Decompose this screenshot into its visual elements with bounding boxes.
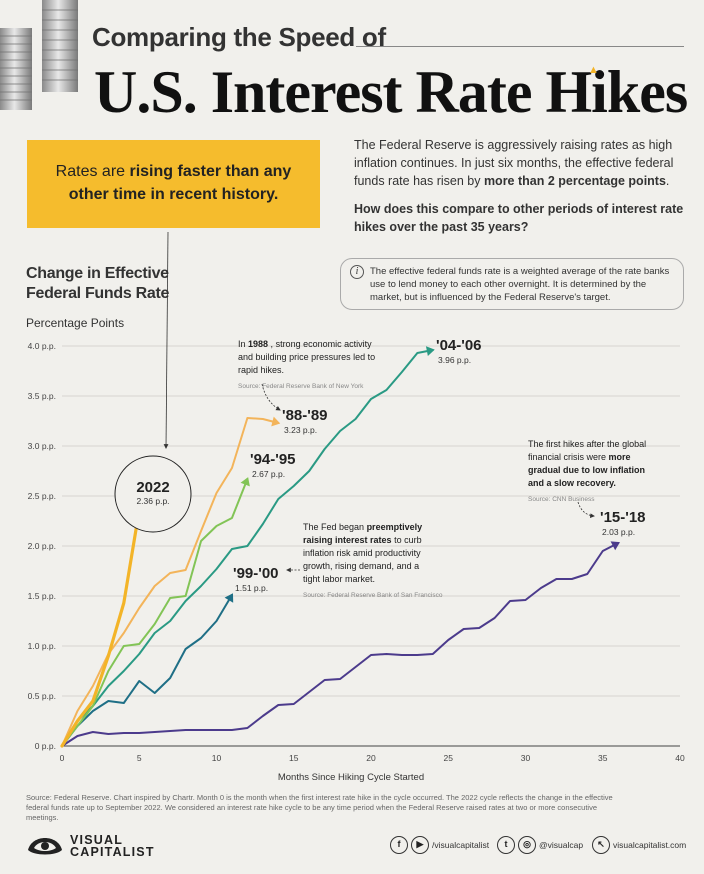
series-value-label: 2.36 p.p. <box>136 496 169 506</box>
subtitle-rule <box>356 46 684 47</box>
y-tick-label: 4.0 p.p. <box>28 341 56 351</box>
cursor-icon[interactable]: ↖ <box>592 836 610 854</box>
intro-text: The Federal Reserve is aggressively rais… <box>354 138 674 188</box>
callout-bold2: other time in recent history. <box>68 186 279 203</box>
y-tick-label: 2.5 p.p. <box>28 491 56 501</box>
series-line <box>61 349 434 747</box>
x-tick-label: 10 <box>212 753 222 763</box>
chart-title-line2: Federal Funds Rate <box>26 285 170 302</box>
grid-lines: 0 p.p. 0.5 p.p. 1.0 p.p. 1.5 p.p. 2.0 p.p. 2.… <box>28 341 680 751</box>
intro-paragraph: The Federal Reserve is aggressively rais… <box>354 136 684 190</box>
annotation-text: The first hikes after the global financia… <box>528 439 646 488</box>
callout-leader-arrow <box>163 231 169 449</box>
series-label: '04-'06 <box>436 337 482 354</box>
callout-box <box>27 140 320 228</box>
x-tick-label: 20 <box>366 753 376 763</box>
instagram-icon[interactable]: ◎ <box>518 836 536 854</box>
y-tick-label: 1.5 p.p. <box>28 591 56 601</box>
series-line <box>61 594 233 747</box>
annotation-source: Source: Federal Reserve Bank of San Fran… <box>303 592 443 599</box>
callout-part1: Rates are <box>55 163 130 180</box>
series-arrowhead <box>610 541 620 551</box>
coin-stacks-illustration <box>0 0 78 110</box>
series-lines <box>60 346 620 748</box>
social-website[interactable]: ↖ visualcapitalist.com <box>592 836 686 854</box>
annotation-source: Source: CNN Business <box>528 496 595 503</box>
series-labels: '04-'063.96 p.p.'88-'893.23 p.p.'94-'952… <box>114 231 646 593</box>
series-line <box>61 542 620 747</box>
y-tick-label: 0.5 p.p. <box>28 691 56 701</box>
series-label: '88-'89 <box>282 407 328 424</box>
chart-title: Change in Effective Federal Funds Rate <box>26 264 169 304</box>
y-tick-label: 3.0 p.p. <box>28 441 56 451</box>
x-tick-label: 25 <box>444 753 454 763</box>
intro-bold: more than 2 percentage points <box>483 174 666 188</box>
title-accent-icon: ▲ <box>588 64 599 76</box>
series-line <box>61 417 280 747</box>
definition-note-box <box>340 258 684 310</box>
series-line <box>60 508 141 748</box>
x-tick-label: 30 <box>521 753 531 763</box>
info-icon: i <box>350 265 364 279</box>
series-value-label: 1.51 p.p. <box>235 583 268 593</box>
series-line <box>61 478 249 747</box>
x-tick-label: 5 <box>137 753 142 763</box>
website-link[interactable]: visualcapitalist.com <box>613 840 687 850</box>
callout-text: Rates are rising faster than any other t… <box>27 160 320 206</box>
series-arrowhead <box>271 416 281 427</box>
series-label: '94-'95 <box>250 451 296 468</box>
y-axis-unit: Percentage Points <box>26 316 125 330</box>
twitter-icon[interactable]: t <box>497 836 515 854</box>
annotation-text: The Fed began preemptively raising intere… <box>303 522 422 584</box>
series-label: '15-'18 <box>600 509 646 526</box>
x-tick-label: 15 <box>289 753 299 763</box>
annotation-arrow-2015 <box>577 501 595 519</box>
brand-wordmark: VISUAL CAPITALIST <box>70 833 155 859</box>
series-arrowhead <box>224 593 234 603</box>
callout-bold1: rising faster than any <box>129 163 292 180</box>
page-title: U.S. Interest Rate Hikes <box>94 59 688 125</box>
social-handle-2[interactable]: @visualcap <box>539 840 584 850</box>
y-tick-label: 0 p.p. <box>35 741 56 751</box>
x-axis: 0 5 10 15 20 25 30 35 40 Months Since Hiking Cycl… <box>60 753 685 783</box>
intro-end: . <box>665 174 670 188</box>
brand-line2: CAPITALIST <box>70 845 155 859</box>
annotation-text: In 1988 , strong economic activity and bu… <box>238 339 375 375</box>
series-arrowhead <box>425 346 435 357</box>
series-label: 2022 <box>136 479 169 496</box>
y-tick-label: 1.0 p.p. <box>28 641 56 651</box>
x-tick-label: 0 <box>60 753 65 763</box>
chart-title-line1: Change in Effective <box>26 265 169 282</box>
visual-capitalist-logo-icon <box>28 838 62 855</box>
annotation-arrow-1988 <box>261 383 281 411</box>
subtitle: Comparing the Speed of <box>92 22 386 52</box>
badge-2022-circle <box>114 455 192 533</box>
y-tick-label: 3.5 p.p. <box>28 391 56 401</box>
annotation-source: Source: Federal Reserve Bank of New York <box>238 383 364 390</box>
series-value-label: 3.23 p.p. <box>284 425 317 435</box>
x-axis-label: Months Since Hiking Cycle Started <box>278 772 424 783</box>
intro-question: How does this compare to other periods o… <box>354 202 684 234</box>
social-twitter-instagram[interactable]: t ◎ @visualcap <box>497 836 583 854</box>
y-tick-label: 2.0 p.p. <box>28 541 56 551</box>
brand-line1: VISUAL <box>70 833 124 847</box>
series-value-label: 2.03 p.p. <box>602 527 635 537</box>
annotations: In 1988 , strong economic activity and bu… <box>238 339 646 599</box>
play-icon[interactable]: ▶ <box>411 836 429 854</box>
social-facebook-youtube[interactable]: f ▶ /visualcapitalist <box>390 836 489 854</box>
x-tick-label: 35 <box>598 753 608 763</box>
series-value-label: 3.96 p.p. <box>438 355 471 365</box>
source-footnote: Source: Federal Reserve. Chart inspired … <box>26 793 613 822</box>
facebook-icon[interactable]: f <box>390 836 408 854</box>
social-handle-1[interactable]: /visualcapitalist <box>432 840 490 850</box>
series-label: '99-'00 <box>233 565 279 582</box>
series-arrowhead <box>240 477 250 487</box>
series-value-label: 2.67 p.p. <box>252 469 285 479</box>
definition-note-text: The effective federal funds rate is a we… <box>370 266 670 303</box>
x-tick-label: 40 <box>675 753 685 763</box>
